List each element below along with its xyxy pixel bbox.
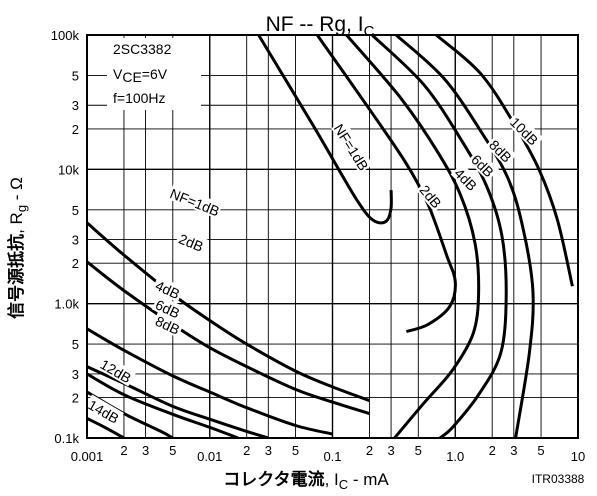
curve-label-background — [450, 163, 483, 195]
curve-8db — [395, 35, 535, 438]
x-tick-label: 3 — [510, 443, 517, 458]
curve-label-background — [467, 149, 500, 181]
freq-condition: f=100Hz — [113, 90, 166, 106]
y-tick-label: 0.1k — [54, 431, 79, 446]
curve-label-group: NF=1dB — [167, 183, 223, 219]
x-tick-label: 3 — [265, 443, 272, 458]
x-tick-label: 10 — [571, 449, 585, 464]
curve-label-background — [96, 354, 137, 387]
curve-4db — [345, 35, 481, 438]
y-tick-label: 5 — [72, 68, 79, 83]
x-axis-label: コレクタ電流, IC - mA — [223, 469, 389, 492]
curve-10db — [435, 35, 574, 287]
x-tick-label: 3 — [387, 443, 394, 458]
curve-nf-1db — [257, 35, 393, 225]
y-tick-label: 2 — [72, 391, 79, 406]
x-tick-label: 2 — [366, 443, 373, 458]
curve-label-nf-1db: NF=1dB — [168, 185, 222, 219]
curve-label-background — [167, 183, 223, 219]
y-tick-label: 1.0k — [54, 297, 79, 312]
x-tick-label: 5 — [415, 443, 422, 458]
x-tick-label: 5 — [537, 443, 544, 458]
x-tick-label: 2 — [120, 443, 127, 458]
y-tick-label: 3 — [72, 98, 79, 113]
curve-label-background — [151, 275, 185, 303]
curve-label-background — [485, 134, 517, 167]
y-tick-label: 10k — [58, 162, 79, 177]
x-tick-label: 0.001 — [71, 449, 104, 464]
figure-code: ITR03388 — [532, 472, 585, 486]
curve-label-background — [84, 394, 124, 427]
x-tick-label: 5 — [292, 443, 299, 458]
curve-4db — [87, 327, 333, 436]
x-tick-label: 0.1 — [323, 449, 341, 464]
y-tick-label: 2 — [72, 256, 79, 271]
vce-condition: VCE=6V — [113, 66, 168, 85]
curve-label-group: 4dB — [151, 275, 185, 303]
curve-8db — [87, 372, 239, 438]
y-tick-label: 5 — [72, 337, 79, 352]
y-axis-label: 信号源抵抗, Rg - Ω — [6, 177, 29, 319]
curve-nf-1db — [87, 221, 371, 403]
curve-6db — [371, 35, 508, 438]
curve-2db — [87, 260, 370, 416]
x-tick-label: 1.0 — [446, 449, 464, 464]
x-tick-label: 0.01 — [197, 449, 222, 464]
curve-label-background — [506, 111, 544, 150]
conditions-background — [107, 38, 201, 110]
conditions-box: 2SC3382 VCE=6V f=100Hz — [107, 38, 201, 110]
plot-frame — [86, 34, 579, 439]
curve-label-background — [175, 228, 208, 255]
x-tick-label: 3 — [142, 443, 149, 458]
curve-label-background — [331, 119, 373, 174]
y-tick-label: 3 — [72, 233, 79, 248]
chart-title: NF -- Rg, IC — [266, 13, 375, 40]
y-tick-label: 3 — [72, 367, 79, 382]
x-tick-label: 5 — [169, 443, 176, 458]
y-tick-label: 5 — [72, 203, 79, 218]
curve-label-background — [416, 179, 447, 213]
curve-label-background — [151, 311, 185, 338]
curve-label-background — [151, 294, 185, 322]
tick-labels: 0.001 2 3 5 0.01 2 3 5 0.1 2 3 5 1.0 2 3 5 100.1k2351.0k… — [51, 28, 585, 464]
chart-title-sub: C — [364, 23, 375, 40]
curve-label-group: 14dB — [84, 394, 124, 427]
y-tick-label: 2 — [72, 122, 79, 137]
y-tick-label: 100k — [51, 28, 80, 43]
device-label: 2SC3382 — [113, 41, 172, 57]
curve-2db — [315, 35, 457, 334]
curve-14db — [87, 417, 125, 438]
x-tick-label: 2 — [489, 443, 496, 458]
x-tick-label: 2 — [243, 443, 250, 458]
chart-title-main: NF -- Rg, I — [266, 13, 364, 36]
curve-label-group: 2dB — [175, 228, 208, 255]
